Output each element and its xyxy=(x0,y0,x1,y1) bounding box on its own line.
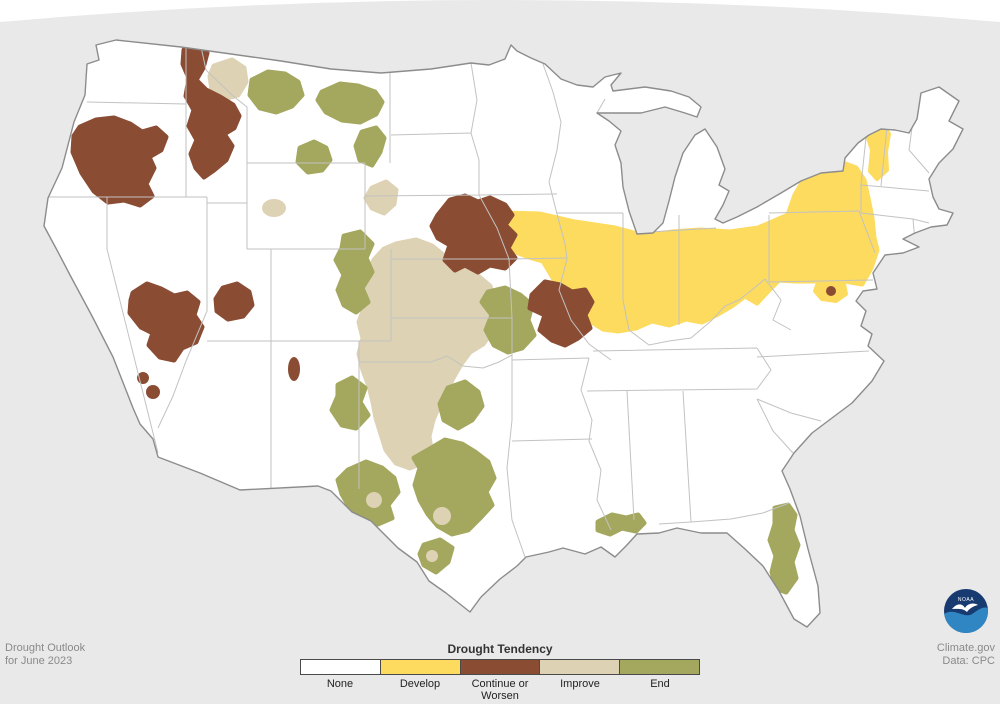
legend-swatch-none xyxy=(301,660,380,674)
drought-region-continue-oregon xyxy=(70,115,169,208)
noaa-logo: NOAA xyxy=(944,589,989,634)
noaa-logo-text: NOAA xyxy=(958,597,974,603)
drought-region-end-oklahoma-arkansas xyxy=(437,379,485,431)
drought-region-end-north-montana xyxy=(247,69,305,115)
legend-label-continue-or-worsen: Continue or Worsen xyxy=(471,678,529,703)
drought-region-end-west-texas xyxy=(335,459,401,527)
map-title-line1: Drought Outlook xyxy=(5,642,86,654)
drought-region-continue-missouri-illinois xyxy=(527,279,595,348)
legend-swatch-improve xyxy=(539,660,620,674)
legend-label-end: End xyxy=(650,678,670,690)
map-title: Drought Outlook for June 2023 xyxy=(5,642,85,668)
legend-swatch-develop xyxy=(379,660,460,674)
map-title-line2: for June 2023 xyxy=(5,655,73,668)
drought-region-improve-south-dakota xyxy=(363,179,399,216)
drought-region-improve-texas-pocket-3 xyxy=(426,550,438,562)
legend-bar xyxy=(300,659,700,675)
legend-label-improve: Improve xyxy=(560,678,600,690)
drought-region-improve-texas-pocket-1 xyxy=(366,492,382,508)
state-borders xyxy=(48,41,930,558)
drought-region-continue-nevada xyxy=(127,281,205,363)
drought-region-continue-utah xyxy=(213,281,255,322)
drought-region-end-south-montana xyxy=(295,139,333,175)
drought-region-end-newmexico-texas xyxy=(329,375,371,431)
legend-title: Drought Tendency xyxy=(447,642,553,656)
drought-region-end-missouri-rim xyxy=(479,285,537,355)
data-source: Climate.gov Data: CPC xyxy=(937,642,995,668)
legend-swatch-end xyxy=(619,660,699,674)
drought-region-continue-socal-2 xyxy=(146,385,160,399)
drought-region-improve-central-plains xyxy=(356,237,497,471)
drought-region-improve-wyoming xyxy=(262,199,286,217)
legend: Drought Tendency None Develop Continue o… xyxy=(300,642,700,702)
drought-region-continue-wisconsin xyxy=(429,193,518,275)
drought-region-end-south-dakota-strip xyxy=(353,125,387,168)
drought-region-continue-new-mexico xyxy=(288,357,300,381)
legend-labels: None Develop Continue or Worsen Improve … xyxy=(300,678,700,702)
noaa-logo-seagull-icon xyxy=(952,603,978,612)
noaa-logo-ocean xyxy=(944,607,989,634)
drought-region-improve-montana xyxy=(207,57,249,102)
legend-label-develop: Develop xyxy=(399,678,441,690)
drought-region-improve-texas-pocket-2 xyxy=(433,507,451,525)
source-line2: Data: CPC xyxy=(942,655,995,668)
drought-region-end-central-texas xyxy=(411,437,497,537)
drought-region-continue-idaho-montana xyxy=(180,44,242,180)
drought-region-end-gulf-coast xyxy=(595,512,647,537)
source-line1: Climate.gov xyxy=(936,642,995,654)
drought-region-end-colorado-kansas-rim xyxy=(333,229,375,315)
legend-swatch-continue-or-worsen xyxy=(459,660,540,674)
drought-region-continue-maryland xyxy=(826,286,836,296)
drought-region-end-montana-dakota xyxy=(315,81,385,125)
legend-label-none: None xyxy=(326,678,354,690)
drought-region-end-florida xyxy=(767,502,801,595)
